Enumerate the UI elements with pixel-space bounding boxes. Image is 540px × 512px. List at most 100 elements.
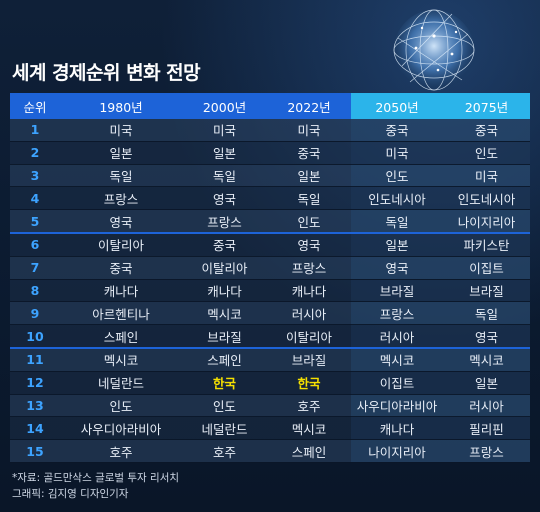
country-cell: 필리핀	[443, 416, 530, 441]
country-cell: 중국	[60, 256, 182, 280]
country-cell: 나이지리아	[443, 209, 530, 234]
country-label: 스페인	[103, 329, 139, 345]
country-label: 스페인	[291, 444, 327, 460]
country-label: 캐나다	[207, 283, 242, 299]
country-cell: 캐나다	[267, 279, 351, 303]
country-label: 영국	[297, 238, 321, 254]
country-cell: 호주	[267, 394, 351, 418]
rank-label: 1	[30, 122, 40, 138]
country-cell: 이집트	[351, 371, 443, 395]
country-cell: 스페인	[60, 324, 182, 349]
rank-label: 12	[26, 375, 44, 391]
country-cell: 중국	[443, 119, 530, 142]
country-label: 멕시코	[379, 353, 415, 369]
country-label: 이집트	[469, 261, 504, 277]
rank-label: 11	[26, 352, 44, 368]
rank-cell: 5	[10, 209, 60, 234]
rank-cell: 1	[10, 119, 60, 142]
country-label: 중국	[385, 123, 409, 139]
country-label: 독일	[212, 168, 236, 184]
column-header-2022: 2022년	[267, 93, 351, 119]
country-label: 독일	[385, 214, 409, 230]
rank-label: 13	[26, 397, 44, 413]
country-cell: 브라질	[351, 279, 443, 303]
country-label: 독일	[297, 191, 321, 207]
country-cell: 사우디아라비아	[60, 416, 182, 441]
country-label: 사우디아라비아	[356, 398, 438, 414]
country-cell: 프랑스	[182, 209, 267, 234]
country-cell: 사우디아라비아	[351, 394, 443, 418]
country-cell: 브라질	[443, 279, 530, 303]
table-row: 14 사우디아라비아 네덜란드 멕시코 캐나다 필리핀	[10, 416, 530, 441]
country-label: 브라질	[291, 353, 327, 369]
country-cell: 미국	[182, 119, 267, 142]
country-cell: 파키스탄	[443, 231, 530, 257]
country-label: 호주	[212, 444, 236, 460]
country-cell: 멕시코	[351, 346, 443, 372]
country-label: 미국	[109, 123, 133, 139]
country-label: 네덜란드	[97, 376, 144, 392]
column-header-2000: 2000년	[182, 93, 267, 119]
country-label: 미국	[385, 146, 409, 162]
rank-label: 10	[26, 328, 44, 344]
country-label: 영국	[385, 261, 409, 277]
country-label: 프랑스	[379, 306, 415, 322]
table-row: 13 인도 인도 호주 사우디아라비아 러시아	[10, 394, 530, 418]
country-cell: 네덜란드	[60, 371, 182, 395]
country-label: 캐나다	[379, 421, 415, 437]
country-label: 일본	[385, 238, 409, 254]
country-label: 프랑스	[291, 261, 327, 277]
rank-cell: 12	[10, 371, 60, 395]
rank-label: 15	[26, 443, 44, 459]
table-row: 8 캐나다 캐나다 캐나다 브라질 브라질	[10, 279, 530, 303]
country-label: 영국	[474, 329, 498, 345]
country-label: 러시아	[291, 306, 327, 322]
country-label: 나이지리아	[368, 444, 426, 460]
country-label: 프랑스	[103, 191, 139, 207]
economy-ranking-table: 순위 1980년 2000년 2022년 2050년 2075년 1 미국 미국 미국…	[10, 93, 530, 463]
rank-label: 14	[26, 420, 44, 436]
country-label: 멕시코	[207, 306, 242, 322]
country-label: 네덜란드	[201, 421, 248, 437]
country-cell: 한국	[182, 371, 267, 395]
country-label: 중국	[474, 123, 498, 139]
country-cell: 브라질	[182, 324, 267, 349]
rank-label: 5	[30, 213, 40, 229]
rank-cell: 8	[10, 279, 60, 303]
rank-cell: 6	[10, 231, 60, 257]
country-cell: 캐나다	[182, 279, 267, 303]
rank-label: 4	[30, 190, 40, 206]
country-label: 이탈리아	[285, 329, 332, 345]
country-cell: 일본	[443, 371, 530, 395]
country-label: 이탈리아	[201, 261, 248, 277]
rank-cell: 10	[10, 324, 60, 349]
country-label: 미국	[297, 123, 321, 139]
table-header-row: 순위 1980년 2000년 2022년 2050년 2075년	[10, 93, 530, 119]
country-label: 호주	[109, 444, 133, 460]
country-label: 러시아	[379, 329, 415, 345]
rank-cell: 9	[10, 301, 60, 326]
country-cell: 인도네시아	[443, 186, 530, 211]
country-label: 프랑스	[207, 214, 242, 230]
rank-cell: 7	[10, 256, 60, 280]
country-cell: 독일	[182, 164, 267, 188]
country-cell: 중국	[267, 141, 351, 165]
rank-label: 3	[30, 167, 40, 183]
rank-cell: 14	[10, 416, 60, 441]
country-cell: 이탈리아	[182, 256, 267, 280]
country-label: 파키스탄	[463, 238, 510, 254]
country-label: 독일	[109, 168, 133, 184]
country-cell: 영국	[443, 324, 530, 349]
credit-note: 그래픽: 김지영 디자인기자	[12, 488, 129, 500]
country-cell: 인도	[60, 394, 182, 418]
country-cell: 중국	[351, 119, 443, 142]
country-cell: 호주	[60, 439, 182, 463]
country-cell: 멕시코	[443, 346, 530, 372]
rank-label: 2	[30, 145, 40, 161]
country-cell: 멕시코	[267, 416, 351, 441]
country-cell: 일본	[267, 164, 351, 188]
country-label: 멕시코	[103, 353, 139, 369]
country-cell: 독일	[351, 209, 443, 234]
country-cell: 일본	[182, 141, 267, 165]
table-row: 4 프랑스 영국 독일 인도네시아 인도네시아	[10, 186, 530, 211]
